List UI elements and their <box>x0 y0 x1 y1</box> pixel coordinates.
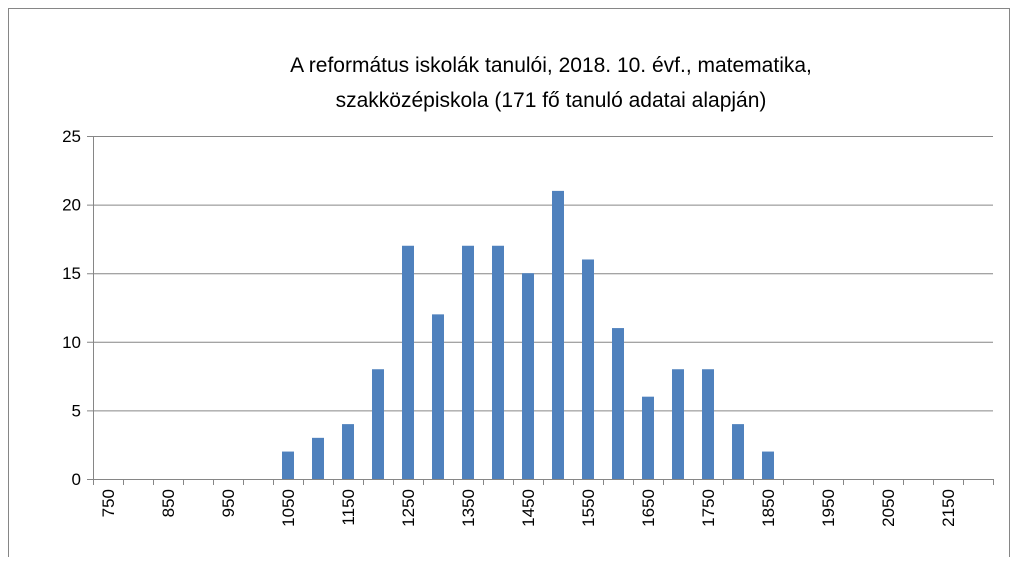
bar <box>702 369 714 479</box>
x-tick-label: 1050 <box>279 489 298 527</box>
chart-title: A református iskolák tanulói, 2018. 10. … <box>290 54 812 77</box>
bar <box>612 328 624 479</box>
y-tick-label: 5 <box>72 401 81 420</box>
y-tick-label: 10 <box>62 333 81 352</box>
bar <box>582 259 594 479</box>
y-tick-label: 25 <box>62 127 81 146</box>
chart-title: szakközépiskola (171 fő tanuló adatai al… <box>336 89 767 112</box>
x-tick-label: 1650 <box>639 489 658 527</box>
bar <box>762 451 774 479</box>
y-tick-label: 0 <box>72 470 81 489</box>
x-tick-label: 1550 <box>579 489 598 527</box>
bar <box>372 369 384 479</box>
x-tick-label: 1250 <box>399 489 418 527</box>
x-tick-label: 750 <box>99 489 118 517</box>
bar <box>282 451 294 479</box>
x-tick-label: 1850 <box>759 489 778 527</box>
bar <box>732 424 744 479</box>
x-tick-label: 1750 <box>699 489 718 527</box>
x-tick-label: 2050 <box>879 489 898 527</box>
bar <box>342 424 354 479</box>
bar <box>492 245 504 479</box>
bar <box>462 245 474 479</box>
bar <box>522 273 534 479</box>
bar <box>312 437 324 479</box>
x-tick-label: 1450 <box>519 489 538 527</box>
bar <box>642 396 654 479</box>
x-tick-label: 950 <box>219 489 238 517</box>
y-tick-label: 15 <box>62 264 81 283</box>
bar <box>672 369 684 479</box>
bar <box>402 245 414 479</box>
bar <box>432 314 444 479</box>
x-tick-label: 2150 <box>939 489 958 527</box>
x-tick-label: 1350 <box>459 489 478 527</box>
chart-border <box>8 8 1010 562</box>
x-tick-label: 850 <box>159 489 178 517</box>
y-tick-label: 20 <box>62 196 81 215</box>
x-tick-label: 1950 <box>819 489 838 527</box>
x-tick-label: 1150 <box>339 489 358 526</box>
bar <box>552 190 564 479</box>
